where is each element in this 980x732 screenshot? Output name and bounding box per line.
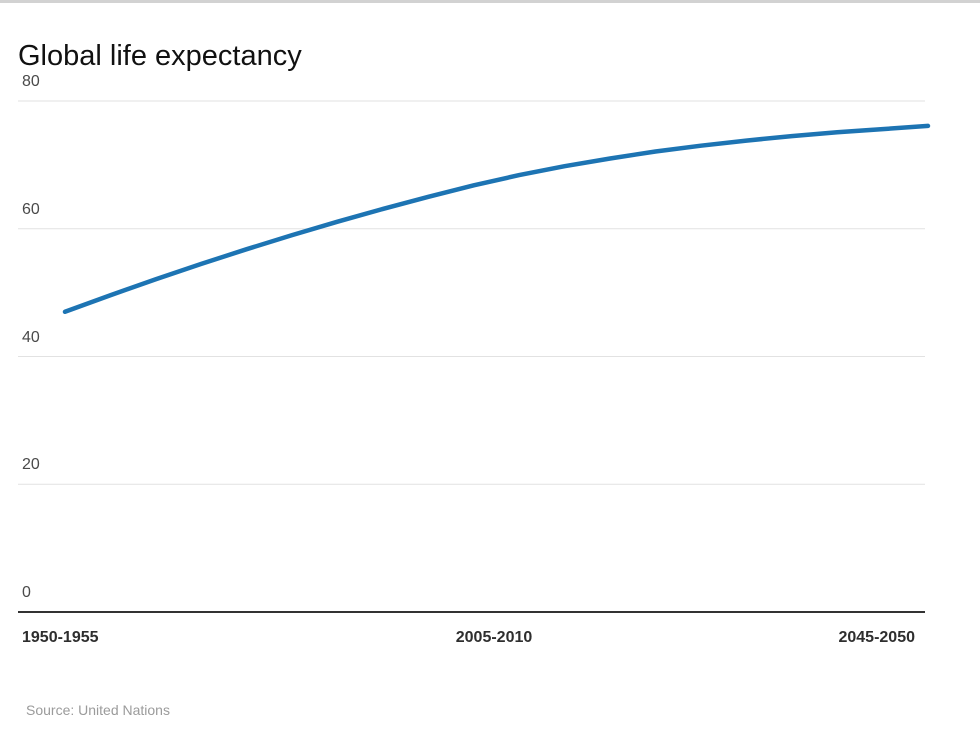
x-tick-label-1950-1955: 1950-1955 <box>22 629 99 646</box>
life-expectancy-line <box>62 123 931 315</box>
y-tick-label-20: 20 <box>22 456 40 474</box>
source-note: Source: United Nations <box>26 702 170 718</box>
y-tick-label-80: 80 <box>22 73 40 90</box>
y-tick-label-40: 40 <box>22 328 40 346</box>
x-tick-label-2005-2010: 2005-2010 <box>455 629 533 646</box>
y-tick-label-60: 60 <box>22 200 40 218</box>
y-tick-label-0: 0 <box>22 584 31 601</box>
chart-title: Global life expectancy <box>18 40 302 73</box>
x-tick-label-2045-2050: 2045-2050 <box>838 629 915 646</box>
top-divider <box>0 0 980 3</box>
